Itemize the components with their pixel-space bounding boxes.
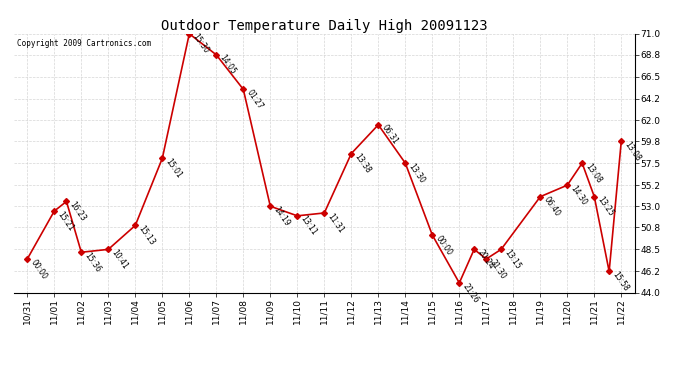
Text: 15:36: 15:36	[83, 251, 103, 274]
Text: 13:11: 13:11	[299, 214, 319, 237]
Text: 14:30: 14:30	[569, 184, 589, 207]
Text: 13:15: 13:15	[502, 248, 522, 271]
Text: 13:08: 13:08	[584, 162, 603, 185]
Text: 00:00: 00:00	[434, 234, 454, 257]
Text: 14:05: 14:05	[217, 54, 237, 76]
Text: 13:08: 13:08	[622, 140, 642, 163]
Text: 13:30: 13:30	[406, 162, 426, 185]
Text: 20:24: 20:24	[475, 248, 495, 271]
Text: 15:30: 15:30	[190, 32, 210, 56]
Text: 21:26: 21:26	[461, 282, 480, 304]
Text: 14:19: 14:19	[272, 205, 292, 228]
Text: 13:25: 13:25	[595, 195, 615, 218]
Text: 15:01: 15:01	[164, 157, 184, 180]
Text: 16:23: 16:23	[68, 200, 88, 223]
Text: 11:31: 11:31	[326, 211, 346, 234]
Text: 06:40: 06:40	[542, 195, 562, 219]
Text: 21:30: 21:30	[488, 258, 508, 280]
Text: 00:00: 00:00	[29, 258, 49, 281]
Text: Copyright 2009 Cartronics.com: Copyright 2009 Cartronics.com	[17, 39, 151, 48]
Text: 15:58: 15:58	[611, 270, 631, 293]
Text: 15:21: 15:21	[56, 210, 75, 232]
Title: Outdoor Temperature Daily High 20091123: Outdoor Temperature Daily High 20091123	[161, 19, 488, 33]
Text: 15:13: 15:13	[137, 224, 157, 247]
Text: 10:41: 10:41	[110, 248, 130, 271]
Text: 13:38: 13:38	[353, 152, 373, 175]
Text: 06:31: 06:31	[380, 123, 400, 147]
Text: 01:27: 01:27	[245, 88, 264, 111]
